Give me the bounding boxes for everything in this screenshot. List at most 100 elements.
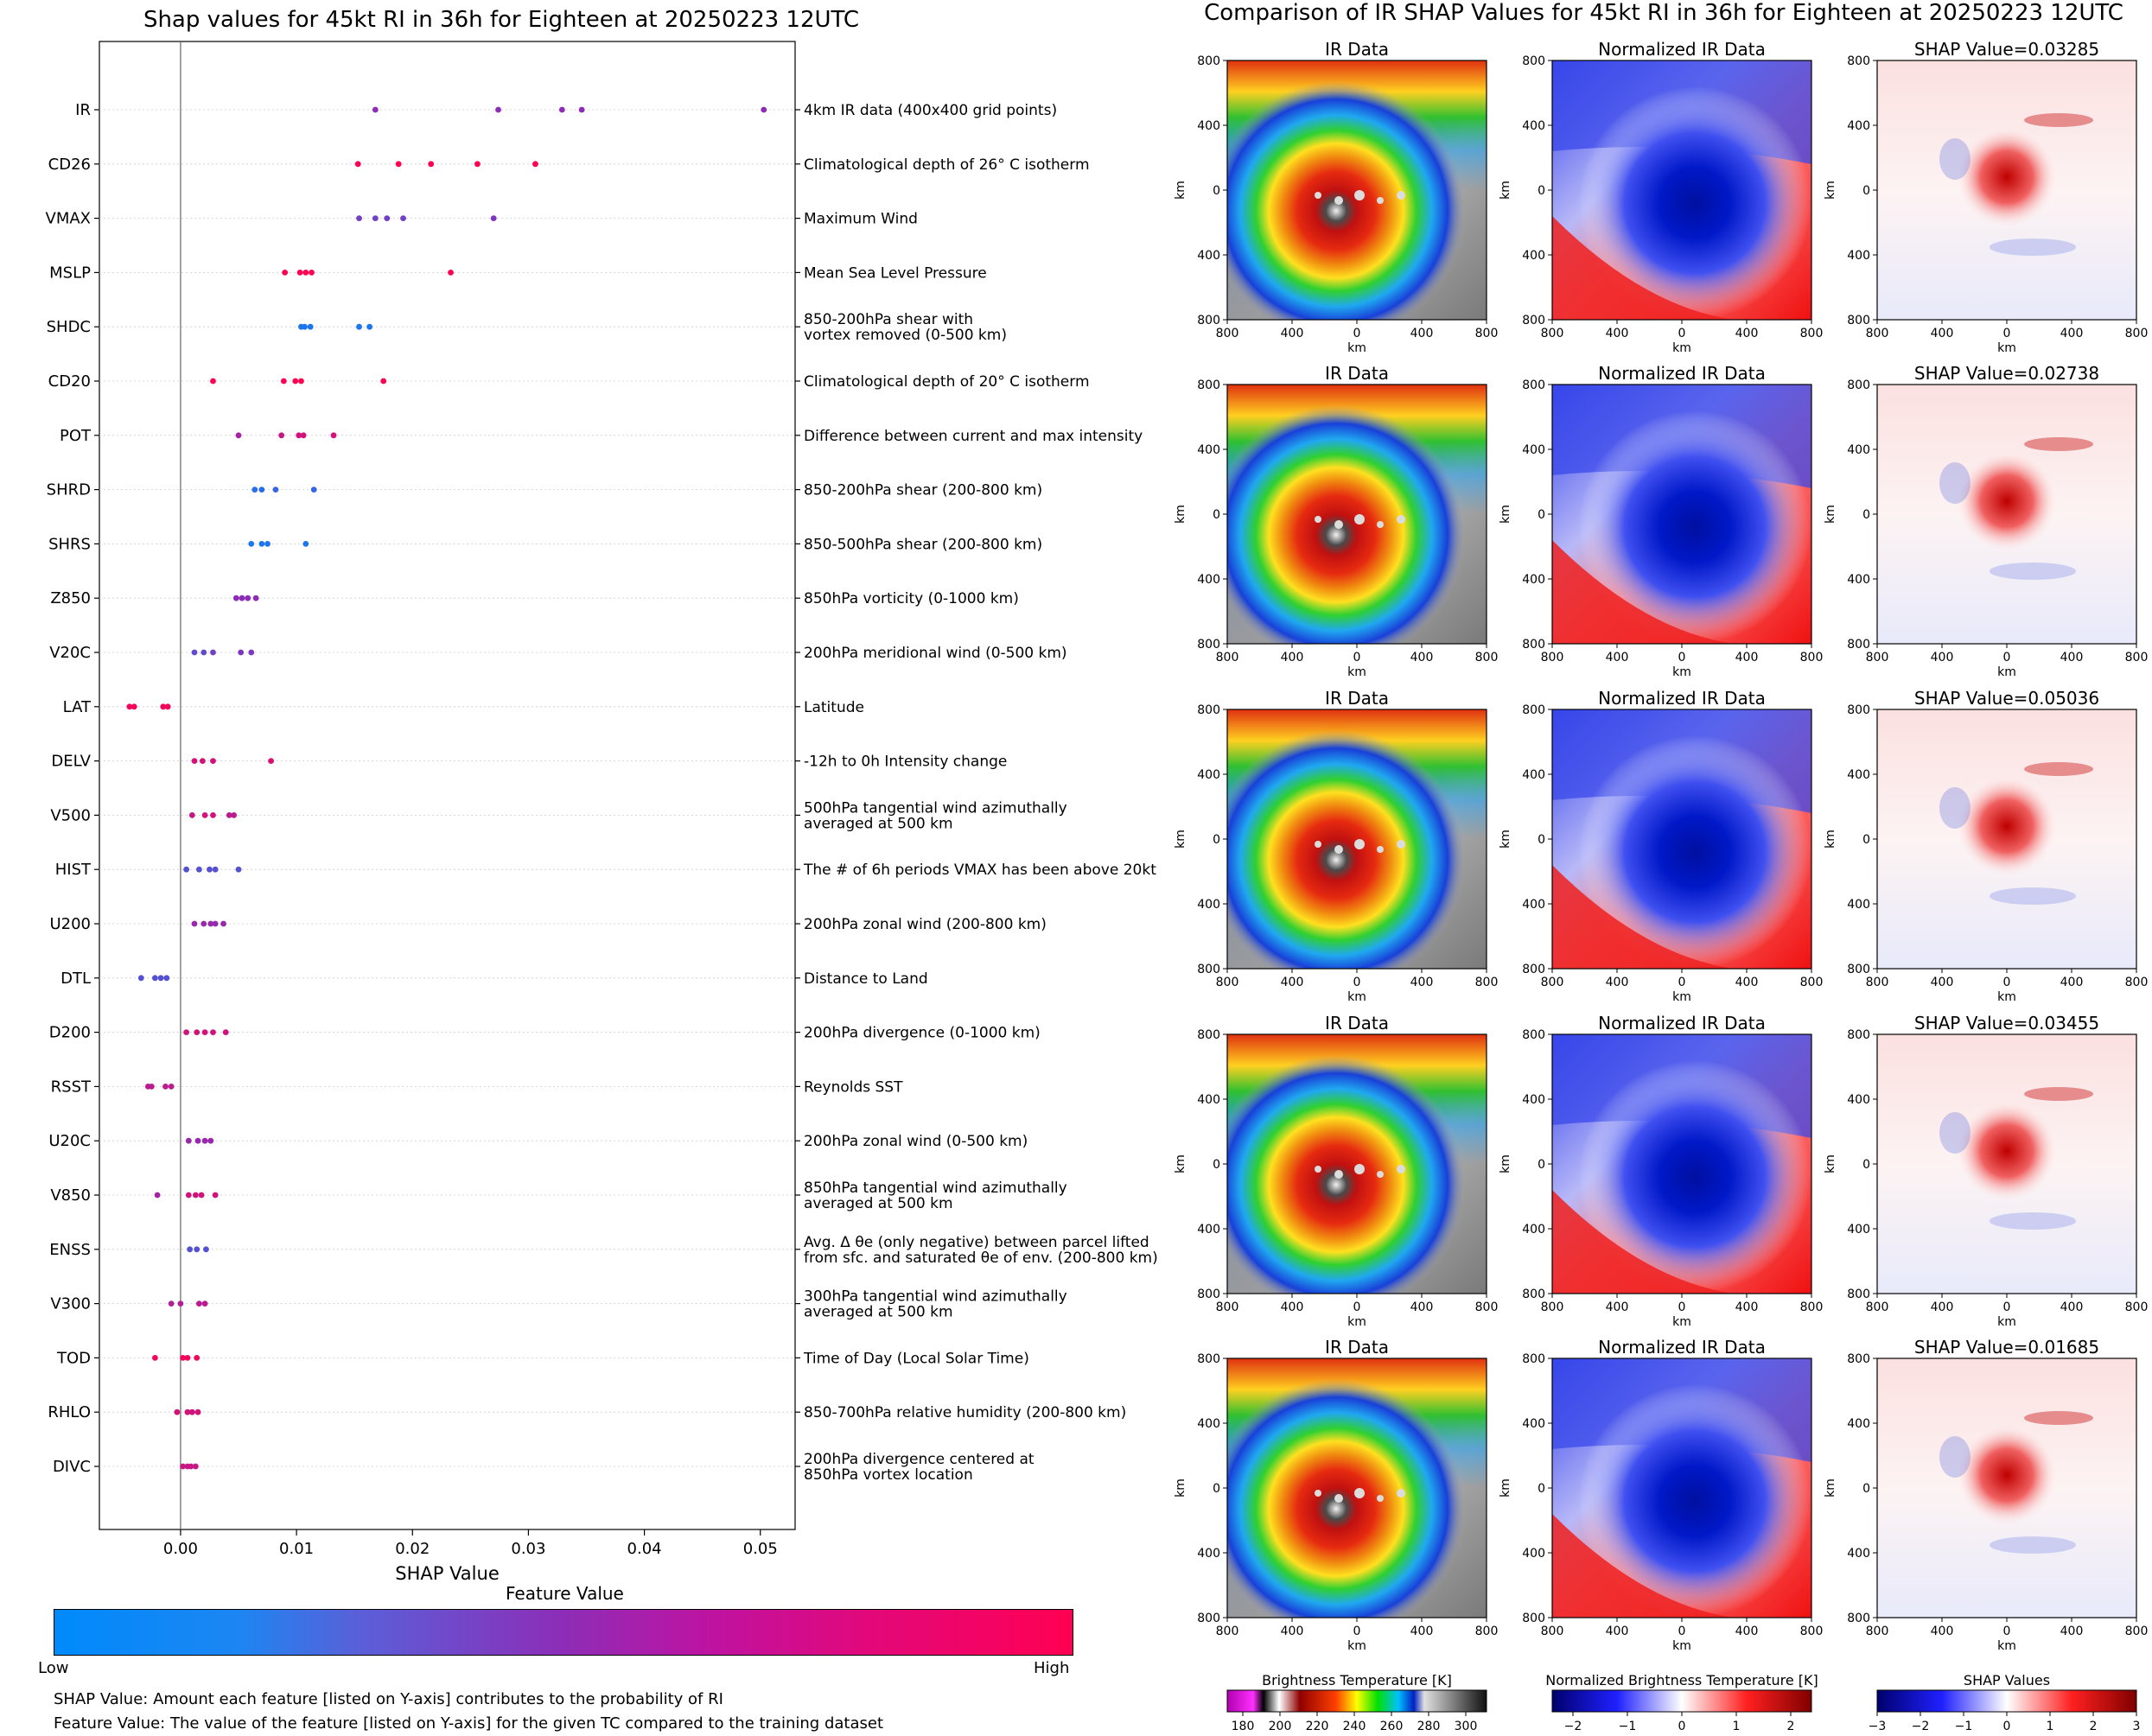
x-tick-label: 400 — [1281, 651, 1304, 665]
x-tick-label: 0 — [1678, 1300, 1686, 1314]
y-tick-label: 0 — [1538, 833, 1545, 847]
colorbar-tick-label: 200 — [1269, 1720, 1292, 1733]
shap-point — [532, 161, 538, 168]
shap-red-streak — [2024, 113, 2093, 127]
x-tick-label: 0 — [1353, 651, 1361, 665]
x-tick-label: 0 — [1353, 1300, 1361, 1314]
ir-storm-core — [1227, 709, 1487, 969]
x-tick-label: 0.00 — [163, 1540, 198, 1558]
norm-warm-region — [1552, 1190, 1734, 1294]
feature-label: RHLO — [48, 1403, 91, 1421]
shap-point — [126, 703, 133, 710]
panel-norm: Normalized IR Data8008004004000040040080… — [1499, 1013, 1823, 1329]
y-tick-label: 400 — [1847, 249, 1870, 263]
x-axis-label: km — [1672, 665, 1691, 679]
y-tick-label: 800 — [1847, 1612, 1870, 1625]
x-tick-label: 0.03 — [511, 1540, 545, 1558]
x-tick-label: 800 — [1475, 1625, 1499, 1638]
panel-title: SHAP Value=0.02738 — [1914, 363, 2099, 384]
colorbar-tick-label: 180 — [1232, 1720, 1255, 1733]
shap-point — [356, 215, 362, 221]
colorbar-0: Brightness Temperature [K] 180 200 220 240 26… — [1226, 1672, 1487, 1733]
y-tick-label: 800 — [1522, 54, 1545, 68]
x-tick-label: 0 — [1353, 976, 1361, 989]
colorbar-low-label: Low — [38, 1659, 69, 1677]
colorbar-tick-label: −1 — [1955, 1720, 1973, 1733]
shap-point — [188, 1463, 194, 1470]
shap-point — [200, 758, 206, 764]
y-tick-label: 400 — [1847, 119, 1870, 133]
feature-description: 850-200hPa shear (200-800 km) — [804, 482, 1042, 499]
shap-point — [184, 1355, 191, 1361]
ir-cold-top — [1354, 190, 1365, 200]
shap-point — [280, 378, 287, 385]
shap-point — [354, 161, 361, 168]
feature-label: V500 — [50, 806, 91, 824]
feature-label: IR — [75, 101, 91, 119]
y-tick-label: 400 — [1197, 119, 1220, 133]
y-tick-label: 800 — [1847, 314, 1870, 327]
x-tick-label: 400 — [1931, 651, 1954, 665]
y-tick-label: 400 — [1522, 1223, 1545, 1237]
y-tick-label: 400 — [1197, 898, 1220, 912]
shap-point — [400, 215, 406, 221]
x-tick-label: 800 — [1216, 651, 1239, 665]
feature-description: 200hPa meridional wind (0-500 km) — [804, 645, 1067, 662]
shap-point — [235, 866, 242, 873]
shap-point — [372, 215, 379, 221]
colorbar-tick-label: 220 — [1306, 1720, 1329, 1733]
x-tick-label: 0 — [2003, 651, 2011, 665]
shap-point — [191, 649, 198, 656]
x-tick-label: 400 — [1281, 1625, 1304, 1638]
shap-point — [201, 1029, 208, 1035]
x-tick-label: 400 — [1281, 327, 1304, 340]
y-tick-label: 800 — [1522, 1028, 1545, 1042]
feature-label: RSST — [51, 1078, 92, 1096]
shap-point — [207, 1137, 214, 1144]
shap-point — [395, 161, 402, 168]
shap-point — [292, 378, 299, 385]
y-tick-label: 0 — [1862, 833, 1870, 847]
shap-point — [296, 432, 302, 439]
panel-shap: SHAP Value=0.027388008004004000040040080… — [1824, 363, 2148, 679]
shap-point — [558, 106, 565, 113]
shap-point — [137, 975, 144, 982]
colorbar-high-label: High — [1034, 1659, 1070, 1677]
x-tick-label: 800 — [1800, 651, 1824, 665]
y-tick-label: 800 — [1197, 963, 1220, 976]
y-tick-label: 800 — [1847, 54, 1870, 68]
panel-norm: Normalized IR Data8008004004000040040080… — [1499, 39, 1823, 355]
shap-point — [207, 866, 213, 873]
feature-description: 850hPa tangential wind azimuthally — [804, 1180, 1067, 1197]
y-axis-label: km — [1824, 1154, 1837, 1173]
shap-blue-patch — [1939, 462, 1971, 504]
shap-point — [194, 1246, 201, 1253]
x-tick-label: 400 — [2060, 327, 2084, 340]
y-tick-label: 800 — [1197, 54, 1220, 68]
shap-point — [168, 1084, 175, 1090]
shap-point — [264, 541, 271, 547]
y-tick-label: 800 — [1522, 378, 1545, 392]
feature-description: 4km IR data (400x400 grid points) — [804, 102, 1057, 119]
y-axis-label: km — [1824, 1478, 1837, 1498]
y-tick-label: 400 — [1197, 573, 1220, 587]
feature-label: SHRD — [47, 481, 91, 499]
y-tick-label: 800 — [1197, 378, 1220, 392]
ir-cold-top — [1397, 840, 1405, 849]
ir-cold-top — [1397, 1489, 1405, 1498]
y-tick-label: 800 — [1847, 1028, 1870, 1042]
ir-cold-top — [1377, 846, 1384, 853]
y-tick-label: 0 — [1213, 1158, 1220, 1172]
shap-core — [1877, 1358, 2136, 1618]
x-tick-label: 400 — [1931, 327, 1954, 340]
colorbar-title: Brightness Temperature [K] — [1262, 1672, 1452, 1688]
ir-cold-top — [1334, 520, 1343, 529]
shap-point — [192, 1463, 199, 1470]
shap-point — [258, 541, 265, 547]
y-tick-label: 0 — [1538, 1158, 1545, 1172]
shap-point — [194, 1355, 201, 1361]
shap-point — [184, 1409, 191, 1415]
